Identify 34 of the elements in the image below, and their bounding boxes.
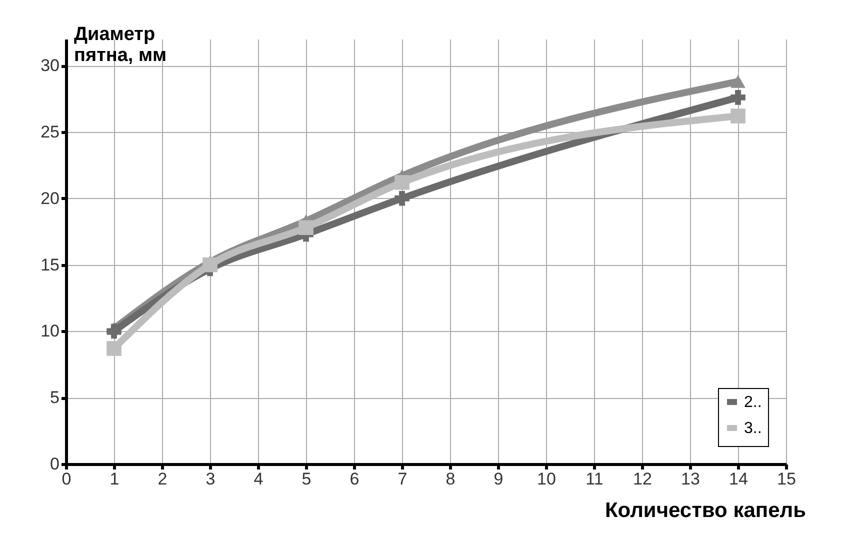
y-tick-label: 20: [40, 188, 60, 208]
x-tick-label: 4: [254, 470, 264, 488]
y-tick-label: 0: [50, 454, 60, 474]
x-tick-label: 9: [494, 470, 504, 488]
x-tick-label: 10: [537, 470, 556, 488]
x-tick-label: 7: [398, 470, 408, 488]
x-tick-label: 14: [729, 470, 748, 488]
y-tick-label: 15: [40, 255, 60, 274]
point: [394, 190, 410, 206]
y-tick-label: 5: [50, 388, 60, 408]
x-tick-label: 11: [586, 470, 604, 488]
point: [730, 90, 746, 105]
point: [298, 220, 314, 236]
x-tick-label: 5: [302, 470, 312, 488]
y-axis-title: Диаметр пятна, мм: [74, 24, 167, 66]
point: [730, 108, 746, 124]
y-tick-label: 10: [40, 322, 60, 341]
x-tick-label: 13: [681, 470, 700, 488]
x-tick-label: 2: [158, 470, 168, 488]
point: [202, 257, 218, 272]
x-tick-label: 6: [350, 470, 360, 488]
x-tick-label: 15: [777, 470, 796, 488]
y-tick-label: 25: [40, 122, 60, 142]
y-tick-label: 30: [40, 56, 60, 76]
x-tick-label: 12: [633, 470, 652, 488]
x-tick-label: 1: [110, 470, 120, 488]
x-axis-title: Количество капель: [604, 499, 806, 522]
legend-label: 2..: [744, 394, 762, 411]
point: [394, 175, 410, 190]
legend-label: 3..: [744, 420, 762, 437]
x-tick-label: 3: [206, 470, 216, 488]
x-tick-label: 8: [446, 470, 456, 488]
point: [106, 341, 122, 356]
x-tick-label: 0: [62, 470, 72, 488]
